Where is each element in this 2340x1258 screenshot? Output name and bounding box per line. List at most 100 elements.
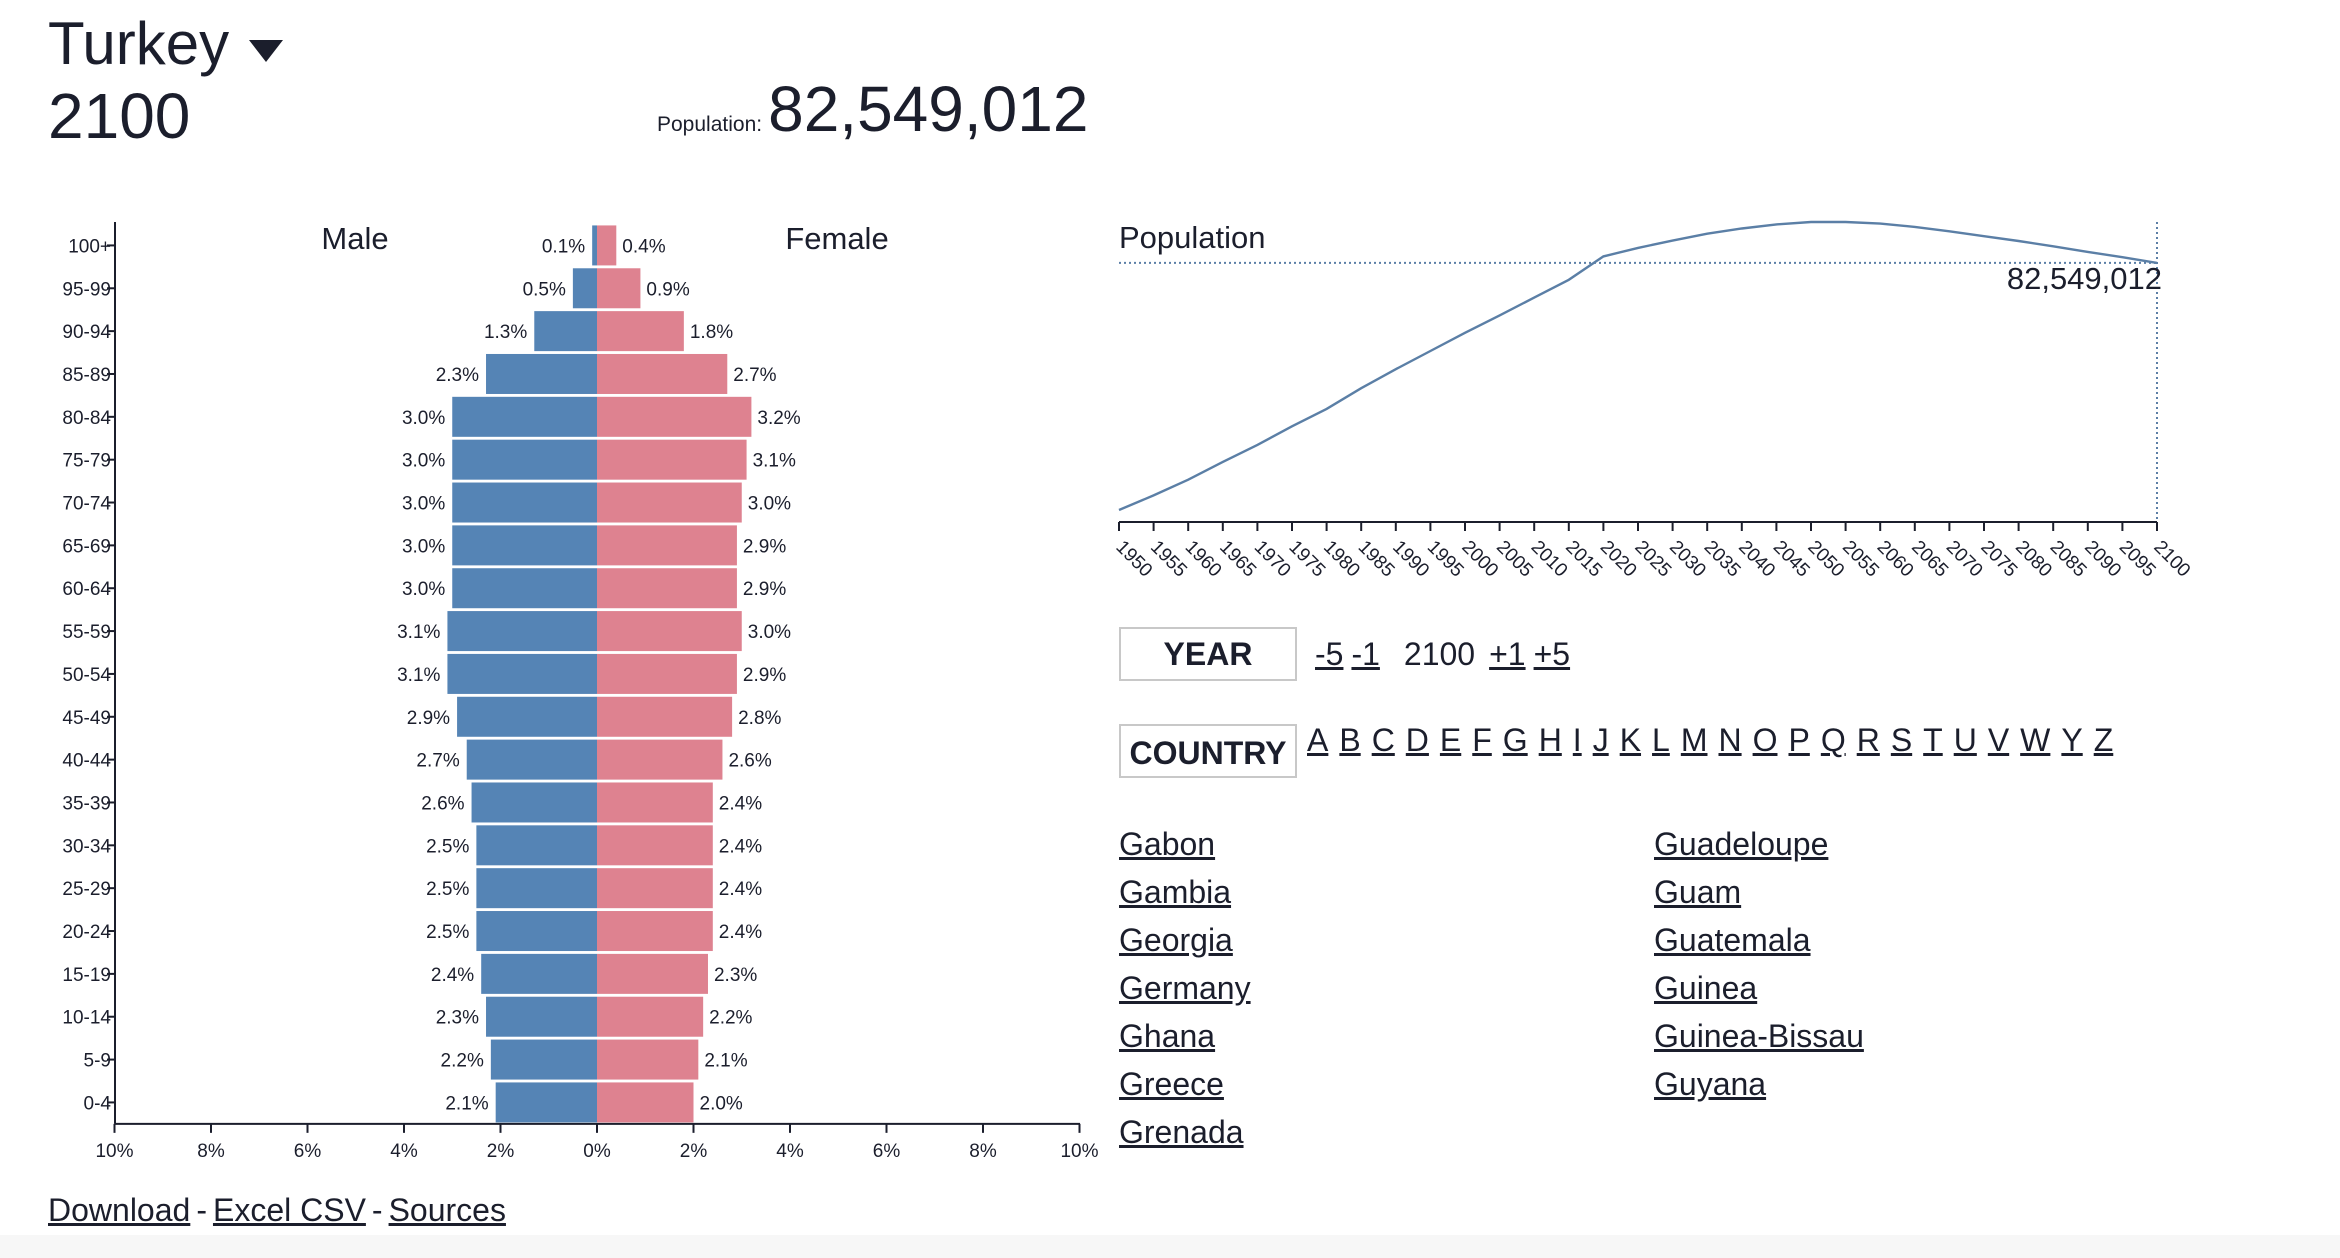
- letter-link-y[interactable]: Y: [2061, 722, 2083, 758]
- letter-link-m[interactable]: M: [1680, 722, 1708, 758]
- letter-link-n[interactable]: N: [1718, 722, 1742, 758]
- line-x-tick-label: 2000: [1457, 537, 1502, 582]
- y-tick-label: 0-4: [84, 1093, 112, 1114]
- y-tick-label: 35-39: [62, 793, 111, 814]
- country-link-grenada[interactable]: Grenada: [1119, 1114, 1244, 1150]
- male-data-label: 2.3%: [436, 1008, 479, 1029]
- letter-link-f[interactable]: F: [1472, 722, 1492, 758]
- country-link-guinea[interactable]: Guinea: [1654, 970, 1758, 1006]
- letter-link-d[interactable]: D: [1405, 722, 1429, 758]
- male-data-label: 2.1%: [445, 1093, 488, 1114]
- country-link-georgia[interactable]: Georgia: [1119, 922, 1233, 958]
- highlight-value-label: 82,549,012: [2007, 261, 2162, 296]
- letter-link-p[interactable]: P: [1788, 722, 1810, 758]
- female-bar: [597, 653, 737, 694]
- country-link-guatemala[interactable]: Guatemala: [1654, 922, 1811, 958]
- male-data-label: 2.6%: [421, 793, 464, 814]
- country-link-greece[interactable]: Greece: [1119, 1066, 1224, 1102]
- male-bar: [466, 739, 597, 780]
- female-data-label: 2.9%: [743, 536, 786, 557]
- country-link-gabon[interactable]: Gabon: [1119, 826, 1216, 862]
- female-bar: [597, 525, 737, 566]
- letter-link-w[interactable]: W: [2020, 722, 2051, 758]
- female-bar: [597, 1039, 699, 1080]
- y-tick-label: 5-9: [84, 1051, 111, 1072]
- y-tick-label: 60-64: [62, 579, 111, 600]
- line-x-tick-label: 1965: [1215, 537, 1260, 582]
- letter-link-r[interactable]: R: [1856, 722, 1880, 758]
- year-plus1-link[interactable]: +1: [1489, 635, 1526, 672]
- y-tick-label: 75-79: [62, 451, 111, 472]
- year-minus1-link[interactable]: -1: [1351, 635, 1380, 672]
- year-minus5-link[interactable]: -5: [1315, 635, 1344, 672]
- excel-csv-link[interactable]: Excel CSV: [212, 1192, 366, 1228]
- letter-link-u[interactable]: U: [1953, 722, 1977, 758]
- x-tick-label: 2%: [487, 1141, 515, 1162]
- female-bar: [597, 1082, 694, 1123]
- x-tick-label: 10%: [1060, 1141, 1098, 1162]
- country-button[interactable]: COUNTRY: [1119, 724, 1297, 778]
- letter-link-h[interactable]: H: [1538, 722, 1562, 758]
- letter-link-e[interactable]: E: [1439, 722, 1462, 758]
- year-button[interactable]: YEAR: [1119, 627, 1297, 681]
- line-x-tick-label: 2065: [1907, 537, 1952, 582]
- y-tick-label: 95-99: [62, 279, 111, 300]
- female-bar: [597, 439, 747, 480]
- letter-link-q[interactable]: Q: [1820, 722, 1846, 758]
- letter-link-s[interactable]: S: [1890, 722, 1913, 758]
- letter-link-l[interactable]: L: [1652, 722, 1670, 758]
- y-tick-label: 80-84: [62, 408, 111, 429]
- female-data-label: 2.4%: [719, 879, 762, 900]
- letter-link-i[interactable]: I: [1572, 722, 1582, 758]
- letter-link-b[interactable]: B: [1339, 722, 1361, 758]
- chevron-down-icon[interactable]: [249, 40, 284, 62]
- x-tick-label: 2%: [680, 1141, 708, 1162]
- download-link[interactable]: Download: [48, 1192, 191, 1228]
- male-data-label: 2.5%: [426, 879, 469, 900]
- letter-link-g[interactable]: G: [1502, 722, 1528, 758]
- country-link-gambia[interactable]: Gambia: [1119, 874, 1232, 910]
- country-link-ghana[interactable]: Ghana: [1119, 1018, 1216, 1054]
- footer-separator: -: [196, 1192, 207, 1228]
- country-link-guyana[interactable]: Guyana: [1654, 1066, 1767, 1102]
- male-data-label: 3.1%: [397, 622, 440, 643]
- letter-link-a[interactable]: A: [1307, 722, 1329, 758]
- y-tick-label: 65-69: [62, 536, 111, 557]
- female-bar: [597, 953, 708, 994]
- male-data-label: 2.9%: [407, 708, 450, 729]
- x-tick-label: 6%: [294, 1141, 322, 1162]
- letter-link-t[interactable]: T: [1923, 722, 1943, 758]
- y-tick-label: 85-89: [62, 365, 111, 386]
- population-label: Population:: [657, 113, 763, 136]
- line-x-tick-label: 1955: [1146, 537, 1191, 582]
- male-bar: [490, 1039, 597, 1080]
- population-pyramid-chart: Male Female 100+ 0.1% 0.4% 95-99 0.5% 0.9% 90-94…: [62, 221, 1098, 1162]
- male-bar: [476, 868, 597, 909]
- female-bar: [597, 268, 641, 309]
- y-tick-label: 90-94: [62, 322, 111, 343]
- letter-link-v[interactable]: V: [1987, 722, 2010, 758]
- country-link-guadeloupe[interactable]: Guadeloupe: [1654, 826, 1829, 862]
- country-link-guam[interactable]: Guam: [1654, 874, 1742, 910]
- letter-link-j[interactable]: J: [1592, 722, 1609, 758]
- male-bar: [452, 482, 597, 523]
- sources-link[interactable]: Sources: [388, 1192, 506, 1228]
- line-x-tick-label: 2030: [1665, 537, 1710, 582]
- line-x-tick-label: 2080: [2011, 537, 2056, 582]
- year-controls: YEAR -5 -1 2100 +1 +5: [1119, 627, 1570, 681]
- letter-link-k[interactable]: K: [1619, 722, 1642, 758]
- letter-link-o[interactable]: O: [1752, 722, 1778, 758]
- male-bar: [447, 653, 597, 694]
- letter-link-c[interactable]: C: [1371, 722, 1395, 758]
- female-data-label: 2.1%: [704, 1051, 747, 1072]
- female-bar: [597, 311, 684, 352]
- year-plus5-link[interactable]: +5: [1533, 635, 1571, 672]
- line-x-tick-label: 2045: [1769, 537, 1814, 582]
- country-link-guinea-bissau[interactable]: Guinea-Bissau: [1654, 1018, 1864, 1054]
- male-data-label: 3.0%: [402, 494, 445, 515]
- male-bar: [592, 225, 597, 266]
- letter-link-z[interactable]: Z: [2093, 722, 2114, 758]
- country-selector[interactable]: Turkey: [48, 8, 284, 80]
- country-link-germany[interactable]: Germany: [1119, 970, 1251, 1006]
